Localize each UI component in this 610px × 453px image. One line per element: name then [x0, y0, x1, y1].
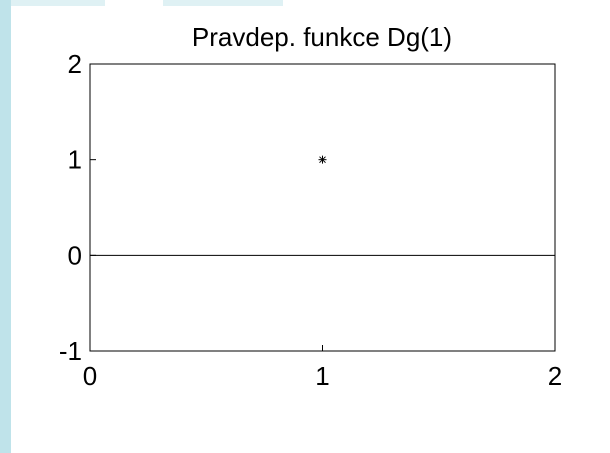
- x-tick-label: 2: [548, 361, 562, 391]
- data-points: [318, 155, 327, 164]
- x-tick-label: 0: [83, 361, 97, 391]
- y-tick-label: -1: [59, 336, 82, 366]
- plot-frame: [89, 63, 556, 352]
- chart-title: Pravdep. funkce Dg(1): [192, 22, 452, 52]
- y-axis: -1 0 1 2: [59, 49, 96, 366]
- window-top-border: [11, 0, 610, 6]
- y-tick-label: 2: [68, 49, 82, 79]
- y-tick-label: 0: [68, 240, 82, 270]
- x-axis: 0 1 2: [83, 345, 562, 391]
- window-left-border: [0, 0, 11, 453]
- data-point-asterisk: [318, 155, 327, 164]
- x-tick-label: 1: [315, 361, 329, 391]
- y-tick-label: 1: [68, 145, 82, 175]
